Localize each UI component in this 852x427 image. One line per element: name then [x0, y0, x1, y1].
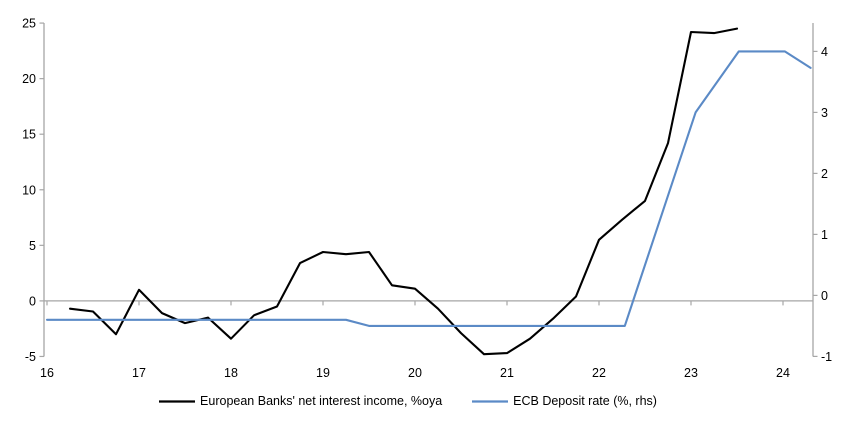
y-left-tick-label: 5: [29, 239, 36, 253]
legend-label-ecb-deposit-rate: ECB Deposit rate (%, rhs): [513, 394, 657, 408]
y-left-tick-label: 25: [22, 17, 36, 31]
y-left-tick-label: 15: [22, 128, 36, 142]
y-right-tick-label: -1: [821, 350, 832, 364]
x-tick-label: 24: [776, 366, 790, 380]
y-right-tick-label: 1: [821, 228, 828, 242]
x-tick-label: 20: [408, 366, 422, 380]
legend-item-net-interest-income: European Banks' net interest income, %oy…: [159, 394, 442, 408]
y-right-tick-label: 3: [821, 106, 828, 120]
x-tick-label: 18: [224, 366, 238, 380]
y-right-tick-label: 4: [821, 45, 828, 59]
x-tick-label: 19: [316, 366, 330, 380]
y-right-tick-label: 2: [821, 167, 828, 181]
legend-line-blue-icon: [472, 399, 509, 403]
x-tick-label: 23: [684, 366, 698, 380]
y-left-tick-label: -5: [25, 350, 36, 364]
x-tick-label: 21: [500, 366, 514, 380]
x-tick-label: 17: [132, 366, 146, 380]
y-left-tick-label: 10: [22, 183, 36, 197]
y-left-tick-label: 20: [22, 72, 36, 86]
legend-line-black-icon: [159, 399, 196, 403]
legend-item-ecb-deposit-rate: ECB Deposit rate (%, rhs): [472, 394, 657, 408]
x-tick-label: 22: [592, 366, 606, 380]
legend-label-net-interest-income: European Banks' net interest income, %oy…: [200, 394, 443, 408]
chart-legend: European Banks' net interest income, %oy…: [0, 394, 834, 408]
series-line-0: [68, 27, 739, 356]
y-left-tick-label: 0: [29, 294, 36, 308]
y-right-tick-label: 0: [821, 289, 828, 303]
series-line-1: [45, 50, 812, 327]
x-tick-label: 16: [40, 366, 54, 380]
